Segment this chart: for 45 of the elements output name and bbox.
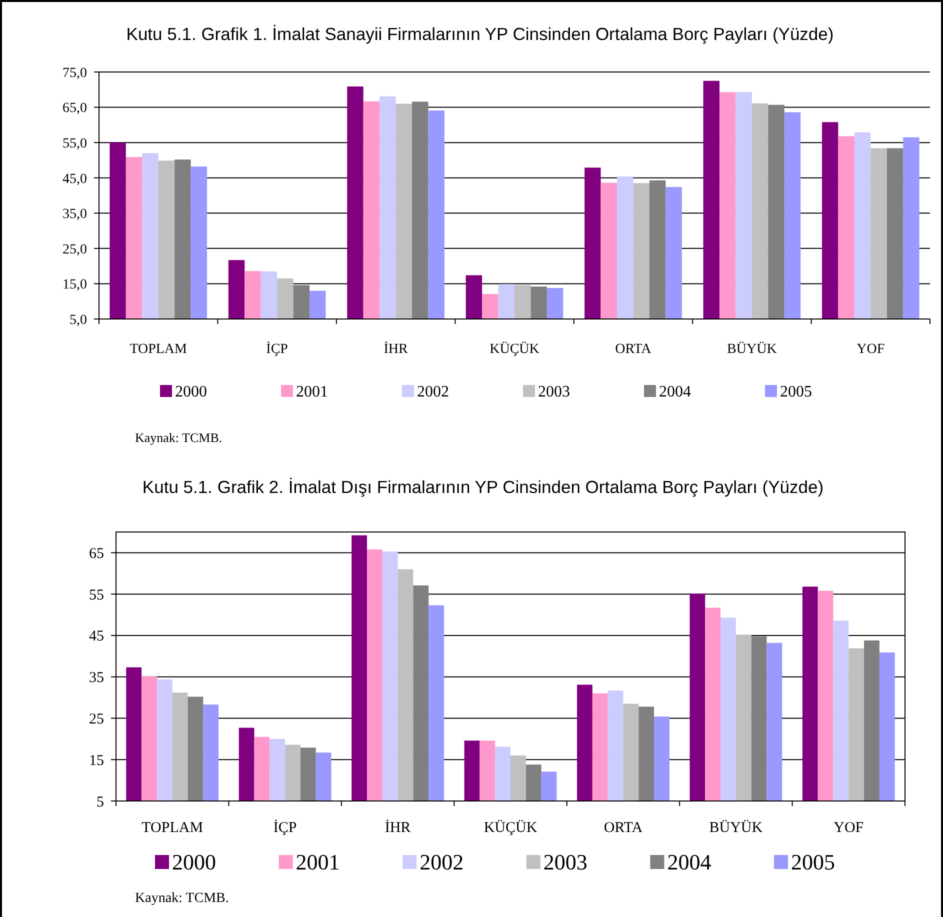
x-tick-label: İHR — [384, 341, 408, 357]
x-tick-label: İÇP — [273, 819, 297, 836]
legend-label: 2003 — [538, 384, 570, 401]
x-tick-label: YOF — [856, 342, 885, 357]
legend-label: 2000 — [175, 384, 207, 401]
y-tick-label: 5 — [96, 794, 104, 810]
x-tick-label: ORTA — [615, 342, 652, 357]
y-tick-label: 5,0 — [70, 312, 87, 328]
x-tick-label: TOPLAM — [142, 820, 204, 836]
y-tick-label: 35,0 — [62, 207, 87, 222]
text: Kaynak: TCMB. — [135, 430, 222, 445]
legend-label: 2002 — [417, 384, 449, 401]
chart-title: Kutu 5.1. Grafik 1. İmalat Sanayii Firmalarının YP Cinsinden Ortalama Borç Payları (Yüzde) — [126, 24, 834, 44]
y-tick-label: 35 — [89, 670, 104, 686]
y-tick-label: 25 — [89, 711, 104, 728]
y-tick-label: 15 — [89, 752, 104, 769]
x-tick-label: YOF — [834, 820, 864, 836]
legend-label: 2002 — [420, 850, 464, 875]
y-tick-label: 55 — [89, 587, 104, 604]
legend-label: 2005 — [791, 850, 835, 875]
y-tick-label: 55,0 — [62, 136, 87, 152]
x-tick-label: TOPLAM — [130, 342, 188, 357]
y-tick-label: 45 — [89, 628, 104, 645]
legend-label: 2004 — [667, 850, 712, 875]
y-tick-label: 15,0 — [62, 278, 87, 293]
x-tick-label: İÇP — [266, 341, 288, 357]
text: Kaynak: TCMB. — [135, 891, 229, 906]
legend-label: 2004 — [659, 384, 691, 401]
legend-label: 2001 — [296, 384, 328, 401]
x-tick-label: KÜÇÜK — [484, 819, 538, 836]
y-tick-label: 45,0 — [62, 172, 87, 187]
x-tick-label: KÜÇÜK — [490, 341, 540, 357]
legend-label: 2005 — [780, 384, 812, 401]
x-tick-label: BÜYÜK — [709, 819, 763, 836]
y-tick-label: 65 — [89, 546, 104, 562]
y-tick-label: 25,0 — [62, 242, 87, 258]
y-tick-label: 65,0 — [62, 101, 87, 116]
legend-label: 2000 — [172, 850, 216, 875]
legend-label: 2001 — [296, 850, 340, 875]
y-tick-label: 75,0 — [62, 66, 87, 81]
x-tick-label: BÜYÜK — [727, 341, 777, 357]
x-tick-label: ORTA — [604, 820, 643, 836]
chart-title: Kutu 5.1. Grafik 2. İmalat Dışı Firmalarının YP Cinsinden Ortalama Borç Payları (Yüzde) — [142, 477, 824, 497]
x-tick-label: İHR — [384, 819, 411, 836]
legend-label: 2003 — [543, 850, 588, 875]
